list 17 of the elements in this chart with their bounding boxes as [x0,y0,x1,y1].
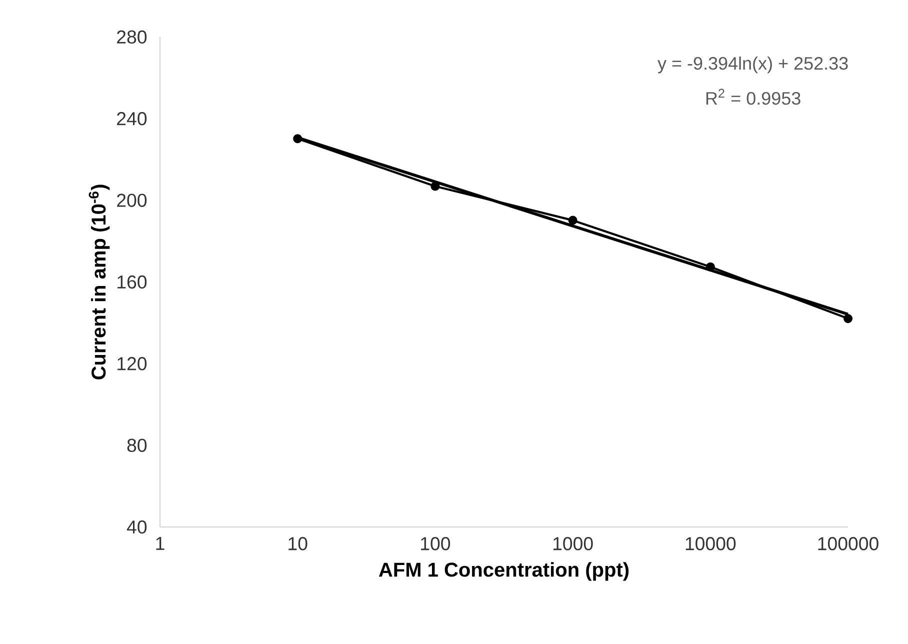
x-tick-label: 10000 [686,537,736,550]
annotation: y = -9.394ln(x) + 252.33 [658,56,848,74]
x-tick-label: 100000 [818,537,878,550]
y-tick-label: 160 [118,275,147,289]
annotation: R$^{2}$ = 0.9953 [706,88,800,105]
y-tick-label: 280 [117,30,147,44]
x-tick-label: 1000 [553,537,593,550]
x-axis-title: AFM 1 Concentration (ppt) [378,562,629,581]
y-tick-label: 200 [117,194,147,207]
x-tick-label: 1 [156,537,164,550]
y-tick-label: 80 [127,438,147,452]
y-tick-label: 240 [117,112,147,126]
y-tick-label: 40 [126,520,147,534]
x-tick-label: 10 [288,537,308,550]
x-tick-label: 100 [421,537,450,550]
y-axis-title: Current in amp (10$^{-6}$) [88,184,110,380]
y-tick-label: 120 [118,357,147,370]
